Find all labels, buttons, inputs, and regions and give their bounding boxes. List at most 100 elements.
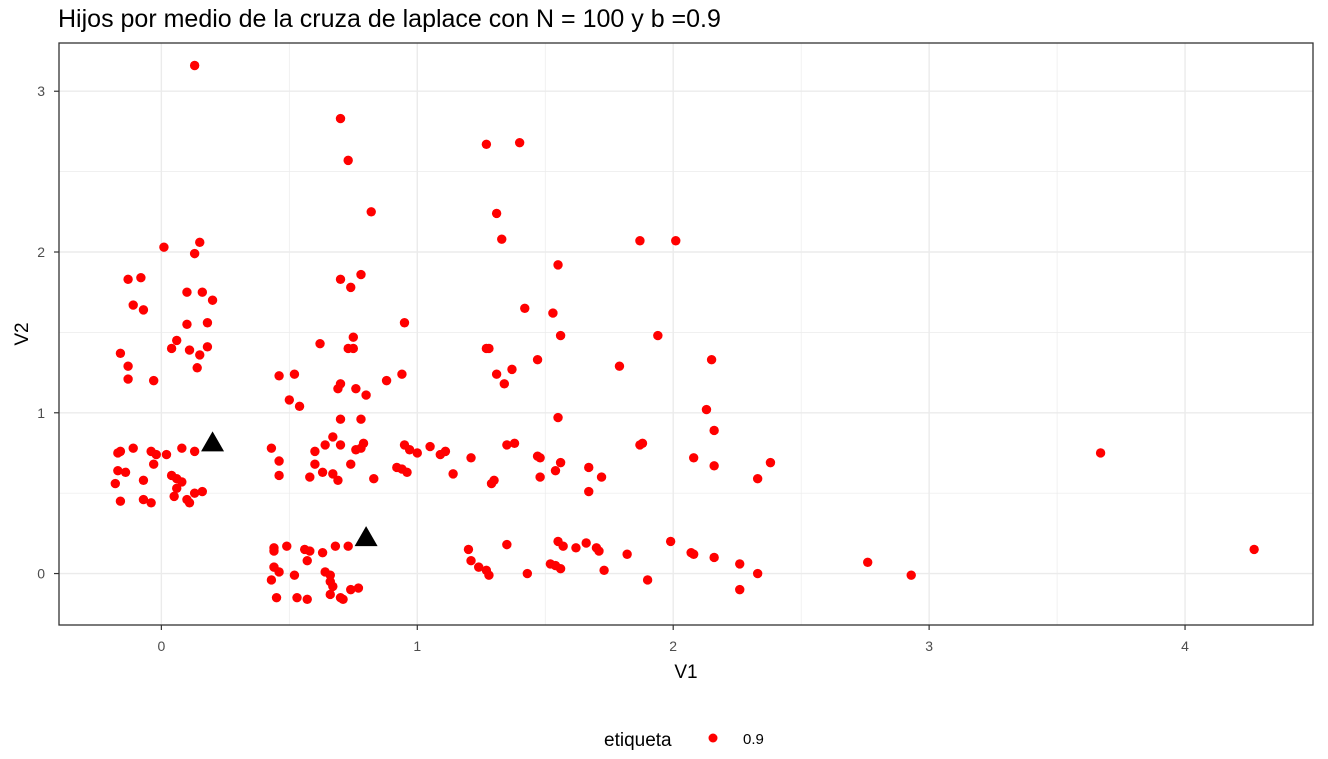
- data-point: [381, 375, 392, 386]
- data-point: [325, 589, 335, 600]
- data-point: [266, 443, 277, 453]
- data-point: [522, 568, 533, 579]
- data-point: [499, 379, 509, 389]
- data-point: [555, 330, 566, 341]
- parent-triangle-point: [201, 431, 225, 452]
- data-point: [484, 570, 494, 580]
- data-point: [195, 237, 205, 248]
- data-point: [289, 369, 300, 379]
- data-point: [474, 562, 484, 572]
- data-point: [550, 465, 561, 476]
- data-point: [274, 371, 284, 381]
- data-point: [192, 363, 202, 373]
- data-point: [177, 477, 187, 487]
- data-point: [338, 594, 348, 604]
- y-tick-label: 0: [37, 566, 45, 582]
- data-point: [553, 260, 563, 270]
- data-point: [310, 459, 320, 469]
- data-point: [166, 343, 177, 354]
- data-point: [466, 555, 476, 566]
- data-point: [138, 305, 149, 315]
- x-tick-label: 4: [1181, 638, 1189, 654]
- data-point: [356, 414, 366, 424]
- x-tick-label: 1: [413, 638, 421, 654]
- data-point: [555, 457, 566, 468]
- data-point: [333, 383, 343, 394]
- data-point: [207, 295, 218, 305]
- data-point: [581, 538, 591, 548]
- data-point: [320, 440, 330, 450]
- data-point: [486, 478, 497, 489]
- data-point: [1095, 448, 1106, 458]
- parent-triangle-point: [354, 526, 378, 547]
- legend: etiqueta 0.9: [604, 730, 764, 751]
- data-point: [138, 494, 149, 505]
- x-axis-title: V1: [674, 662, 697, 683]
- data-point: [113, 465, 123, 476]
- data-point: [448, 469, 458, 479]
- data-point: [172, 483, 182, 494]
- data-point: [553, 412, 563, 423]
- data-point: [189, 488, 200, 498]
- data-point: [182, 319, 192, 330]
- data-point: [274, 567, 284, 577]
- data-point: [148, 459, 159, 469]
- data-point: [369, 473, 379, 484]
- data-point: [765, 457, 776, 468]
- data-point: [110, 478, 121, 489]
- data-point: [113, 448, 123, 458]
- data-point: [343, 155, 353, 166]
- data-point: [146, 498, 156, 508]
- data-point: [509, 438, 520, 449]
- data-point: [328, 432, 338, 442]
- data-point: [343, 541, 353, 551]
- data-point: [189, 446, 200, 457]
- data-point: [599, 565, 609, 576]
- data-point: [706, 355, 717, 365]
- data-point: [735, 559, 745, 569]
- data-point: [202, 318, 213, 328]
- data-point: [292, 592, 302, 603]
- data-point: [266, 575, 277, 585]
- x-tick-label: 2: [669, 638, 677, 654]
- data-point: [688, 549, 699, 559]
- data-point: [123, 374, 133, 384]
- grid-lines: [59, 43, 1313, 625]
- data-points: [110, 60, 1259, 604]
- data-point: [123, 361, 133, 371]
- y-tick-label: 3: [37, 83, 45, 99]
- legend-label: 0.9: [743, 731, 764, 748]
- data-point: [622, 549, 632, 559]
- data-point: [584, 486, 594, 497]
- data-point: [665, 536, 676, 547]
- data-point: [1249, 544, 1259, 555]
- data-point: [302, 555, 312, 566]
- axis-ticks: 0 1 2 3 4 0 1 2 3: [37, 83, 1189, 654]
- data-point: [335, 113, 346, 124]
- data-point: [184, 345, 195, 355]
- data-point: [282, 541, 292, 551]
- data-point: [294, 401, 305, 412]
- data-point: [596, 472, 607, 482]
- data-point: [548, 308, 558, 318]
- data-point: [138, 475, 149, 486]
- data-point: [397, 369, 407, 379]
- data-point: [195, 350, 205, 360]
- data-point: [328, 581, 338, 592]
- data-point: [184, 498, 195, 508]
- data-point: [558, 541, 568, 551]
- data-point: [404, 445, 415, 455]
- data-point: [440, 446, 451, 457]
- data-point: [115, 348, 126, 358]
- data-point: [177, 443, 187, 453]
- data-point: [399, 318, 410, 328]
- data-point: [115, 496, 126, 506]
- data-point: [310, 446, 320, 457]
- data-point: [635, 236, 645, 246]
- data-point: [481, 343, 492, 354]
- data-point: [356, 269, 366, 280]
- data-point: [361, 390, 371, 400]
- data-point: [302, 594, 312, 604]
- data-point: [189, 60, 200, 71]
- data-point: [333, 475, 343, 486]
